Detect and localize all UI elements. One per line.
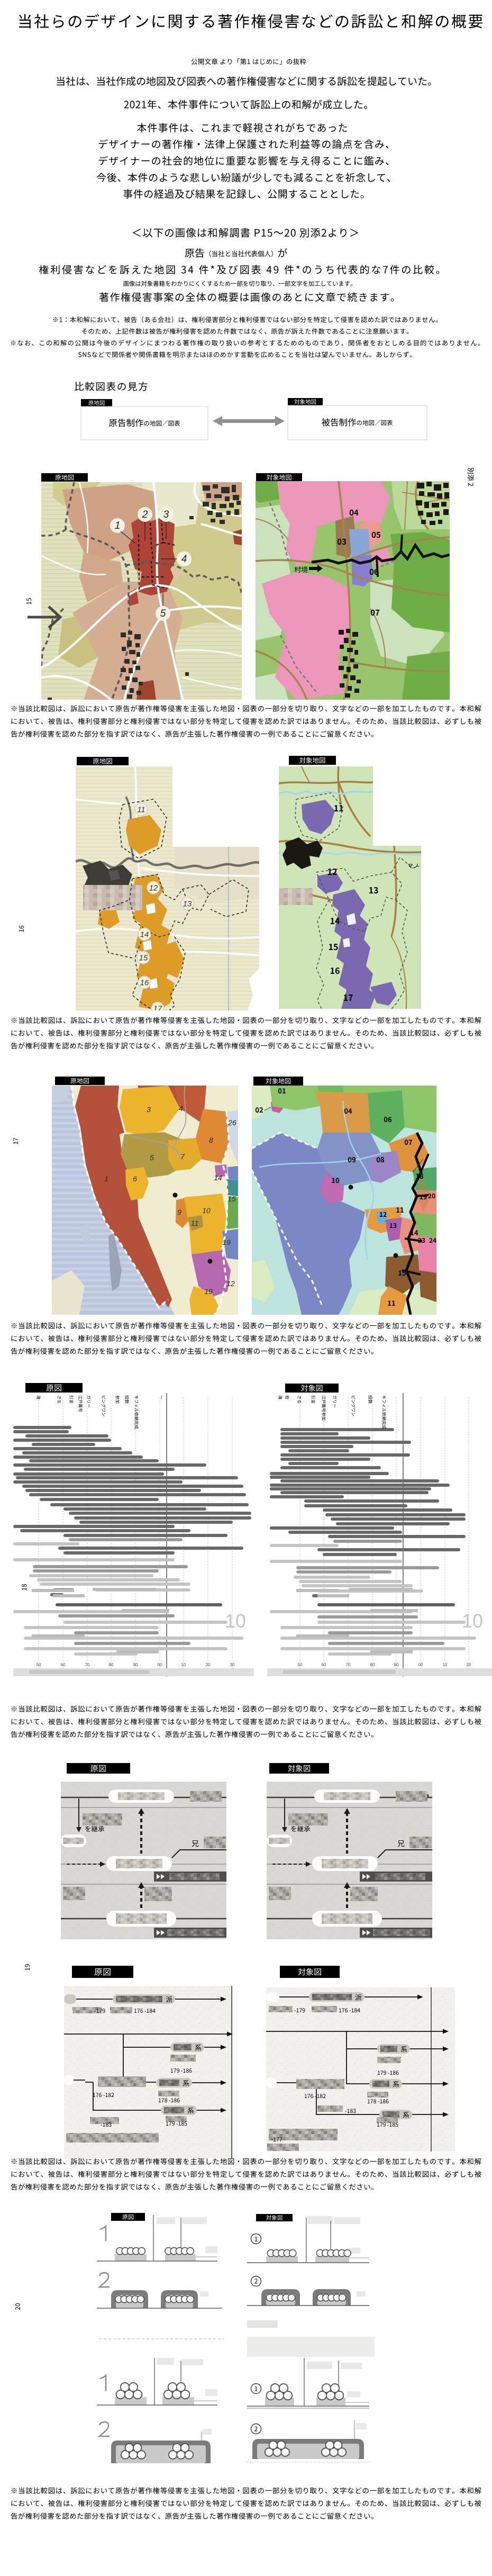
svg-text:3: 3 [163, 509, 169, 520]
svg-text:7: 7 [180, 1152, 185, 1161]
svg-text:11: 11 [191, 1219, 199, 1227]
svg-text:00: 00 [418, 1662, 423, 1667]
svg-text:60: 60 [61, 1662, 66, 1667]
svg-text:8: 8 [209, 1136, 213, 1144]
svg-text:15: 15 [227, 1195, 236, 1203]
svg-text:1: 1 [104, 1174, 108, 1183]
svg-text:80: 80 [109, 1662, 114, 1667]
svg-text:90: 90 [394, 1662, 399, 1667]
svg-text:20: 20 [206, 1662, 211, 1667]
svg-text:3: 3 [147, 1105, 151, 1114]
svg-text:14: 14 [140, 930, 149, 939]
svg-text:19: 19 [204, 1287, 213, 1296]
svg-text:2: 2 [142, 509, 148, 520]
svg-text:6: 6 [133, 1174, 137, 1183]
svg-text:70: 70 [346, 1662, 351, 1667]
svg-text:30: 30 [230, 1662, 235, 1667]
svg-text:5: 5 [150, 1153, 154, 1162]
svg-text:4: 4 [181, 554, 187, 565]
svg-text:80: 80 [370, 1662, 375, 1667]
svg-text:1: 1 [115, 520, 121, 531]
svg-text:90: 90 [133, 1662, 138, 1667]
svg-text:14: 14 [214, 1173, 222, 1182]
svg-text:70: 70 [85, 1662, 90, 1667]
svg-text:20: 20 [467, 1662, 471, 1667]
svg-text:26: 26 [227, 1118, 236, 1127]
svg-text:10: 10 [462, 1610, 483, 1632]
svg-text:60: 60 [322, 1662, 326, 1667]
svg-text:4: 4 [179, 1104, 183, 1113]
svg-text:50: 50 [298, 1662, 303, 1667]
svg-text:10: 10 [225, 1610, 246, 1632]
svg-text:15: 15 [139, 954, 148, 963]
svg-text:9: 9 [177, 1208, 181, 1216]
svg-text:10: 10 [181, 1662, 186, 1667]
svg-text:10: 10 [443, 1662, 448, 1667]
svg-text:10: 10 [202, 1206, 211, 1215]
svg-text:19: 19 [222, 1238, 231, 1246]
svg-text:00: 00 [158, 1662, 162, 1667]
svg-text:12: 12 [149, 884, 158, 893]
svg-text:12: 12 [226, 1279, 235, 1288]
svg-text:16: 16 [140, 979, 149, 988]
svg-text:50: 50 [37, 1662, 41, 1667]
svg-text:11: 11 [137, 806, 145, 815]
svg-text:13: 13 [183, 900, 192, 909]
svg-text:17: 17 [153, 1005, 162, 1014]
svg-text:5: 5 [160, 608, 166, 619]
